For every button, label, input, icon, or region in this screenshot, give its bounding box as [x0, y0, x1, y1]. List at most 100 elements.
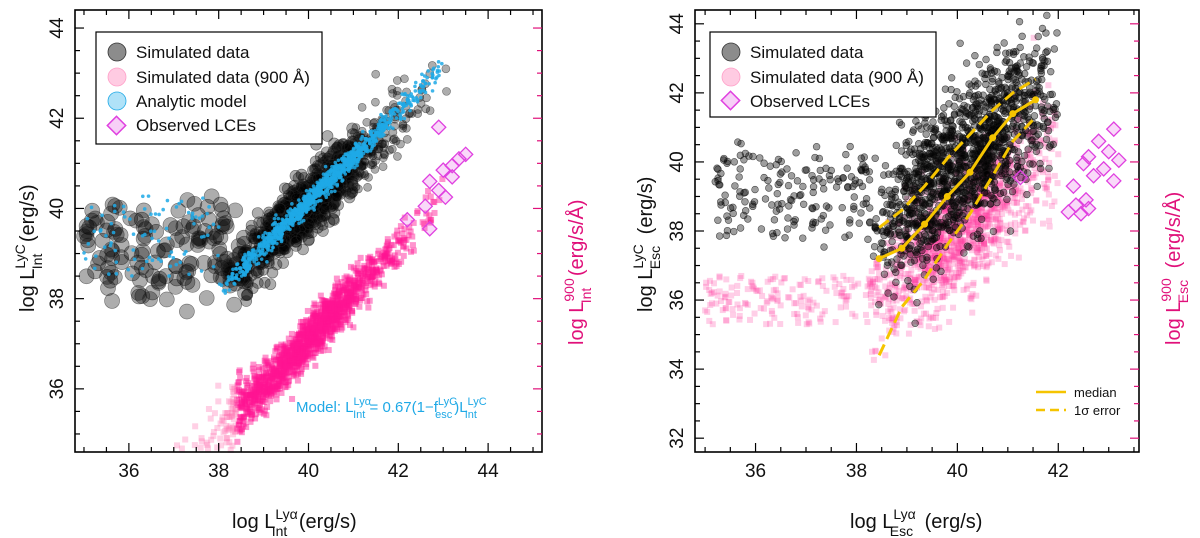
simulated-900-point — [287, 361, 294, 368]
simulated-900-point — [369, 269, 376, 276]
analytic-model-point — [144, 259, 149, 264]
simulated-900-point — [247, 392, 254, 399]
simulated-900-point — [236, 428, 243, 435]
simulated-900-point — [331, 307, 338, 314]
simulated-900-point — [277, 361, 284, 368]
analytic-model-point — [426, 69, 430, 73]
simulated-900-point — [257, 397, 264, 404]
simulated-900-point — [327, 315, 334, 322]
simulated-900-point — [297, 346, 304, 353]
simulated-900-point — [351, 300, 358, 307]
simulated-900-point — [277, 357, 284, 364]
simulated-900-point — [264, 385, 271, 392]
analytic-model-point — [92, 229, 97, 234]
analytic-model-point — [150, 236, 154, 241]
simulated-900-point — [265, 369, 272, 376]
analytic-model-point — [419, 84, 424, 88]
simulated-900-point — [250, 386, 257, 393]
simulated-point — [310, 163, 322, 175]
simulated-900-point — [322, 322, 329, 329]
simulated-900-point — [317, 323, 324, 330]
simulated-900-point — [282, 362, 289, 369]
simulated-900-point — [294, 340, 301, 347]
simulated-900-point — [341, 275, 348, 282]
simulated-900-point — [283, 351, 290, 358]
simulated-900-point — [248, 402, 255, 409]
analytic-model-point — [304, 201, 308, 205]
analytic-model-point — [391, 126, 395, 131]
simulated-900-point — [332, 299, 339, 306]
simulated-900-point — [333, 311, 340, 318]
simulated-900-point — [281, 369, 288, 376]
simulated-point — [363, 182, 372, 192]
simulated-900-point — [427, 193, 434, 200]
simulated-point — [167, 279, 184, 295]
y-tick-label: 40 — [47, 198, 68, 219]
simulated-900-point — [329, 326, 336, 333]
simulated-900-point — [384, 241, 391, 248]
simulated-900-point — [262, 364, 269, 371]
simulated-900-point — [350, 265, 357, 272]
simulated-900-point — [244, 409, 251, 416]
simulated-900-point — [260, 384, 267, 391]
simulated-900-point — [354, 270, 361, 277]
simulated-900-point — [281, 355, 288, 362]
simulated-900-point — [244, 394, 251, 401]
analytic-model-point — [190, 211, 195, 216]
simulated-900-point — [267, 384, 274, 391]
simulated-900-point — [298, 370, 305, 377]
simulated-900-point — [299, 349, 306, 356]
analytic-model-point — [128, 217, 132, 221]
simulated-900-point — [287, 347, 294, 354]
simulated-900-point — [298, 348, 305, 355]
analytic-model-point — [274, 213, 278, 217]
analytic-model-point — [400, 110, 405, 115]
simulated-900-point — [275, 353, 282, 360]
simulated-900-point — [256, 381, 263, 388]
simulated-900-point — [329, 307, 336, 314]
simulated-point — [403, 135, 412, 144]
simulated-900-point — [344, 310, 351, 317]
simulated-900-point — [281, 374, 288, 381]
simulated-900-point — [285, 382, 292, 389]
simulated-900-point — [399, 230, 406, 237]
simulated-900-point — [401, 226, 408, 233]
simulated-900-point — [311, 300, 318, 307]
simulated-900-point — [367, 253, 374, 260]
simulated-900-point — [350, 282, 357, 289]
simulated-900-point — [276, 352, 283, 359]
simulated-900-point — [222, 427, 229, 434]
simulated-900-point — [295, 334, 302, 341]
simulated-900-point — [238, 405, 245, 412]
simulated-900-point — [256, 404, 263, 411]
analytic-model-point — [339, 175, 343, 179]
simulated-900-point — [313, 318, 320, 325]
legend-label-observed: Observed LCEs — [136, 116, 256, 135]
simulated-900-point — [357, 279, 364, 286]
simulated-900-point — [353, 292, 360, 299]
simulated-900-point — [950, 304, 957, 311]
simulated-900-point — [352, 276, 359, 283]
simulated-900-point — [313, 334, 320, 341]
simulated-900-point — [381, 253, 388, 260]
simulated-900-point — [334, 300, 341, 307]
simulated-900-point — [329, 297, 336, 304]
simulated-900-point — [400, 237, 407, 244]
simulated-900-point — [377, 254, 384, 261]
simulated-900-point — [305, 351, 312, 358]
simulated-900-point — [346, 291, 353, 298]
simulated-900-point — [347, 289, 354, 296]
analytic-model-point — [300, 209, 305, 214]
simulated-900-point — [329, 296, 336, 303]
simulated-900-point — [391, 233, 398, 240]
simulated-900-point — [396, 238, 403, 245]
simulated-900-point — [255, 377, 262, 384]
simulated-900-point — [345, 315, 352, 322]
simulated-900-point — [406, 224, 413, 231]
analytic-model-point — [282, 225, 287, 230]
simulated-900-point — [304, 346, 311, 353]
simulated-900-point — [264, 403, 271, 410]
analytic-model-point — [224, 281, 229, 285]
simulated-900-point — [373, 265, 380, 272]
simulated-900-point — [318, 342, 325, 349]
